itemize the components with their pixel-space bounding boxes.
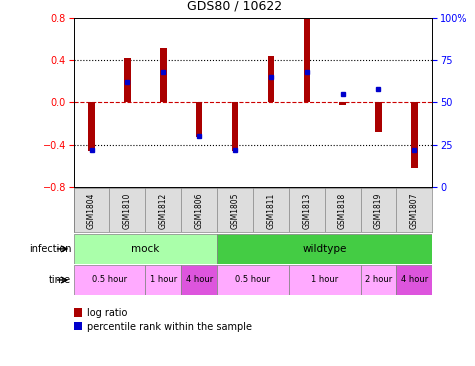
- Text: GSM1813: GSM1813: [302, 192, 311, 229]
- Bar: [267, 56, 274, 102]
- Bar: [397, 265, 432, 295]
- Text: 2 hour: 2 hour: [365, 276, 392, 284]
- Text: GSM1818: GSM1818: [338, 192, 347, 229]
- Text: log ratio: log ratio: [87, 308, 127, 318]
- Bar: [181, 265, 217, 295]
- Text: 4 hour: 4 hour: [186, 276, 213, 284]
- Text: time: time: [49, 275, 71, 285]
- Bar: [217, 265, 289, 295]
- Text: 1 hour: 1 hour: [150, 276, 177, 284]
- Bar: [361, 265, 397, 295]
- Text: GSM1806: GSM1806: [195, 192, 204, 229]
- Bar: [160, 48, 167, 102]
- Bar: [375, 102, 382, 132]
- Text: GSM1810: GSM1810: [123, 192, 132, 229]
- Text: GSM1819: GSM1819: [374, 192, 383, 229]
- Text: GSM1804: GSM1804: [87, 192, 96, 229]
- Bar: [339, 102, 346, 105]
- Bar: [88, 102, 95, 151]
- Text: 4 hour: 4 hour: [401, 276, 428, 284]
- Bar: [74, 265, 145, 295]
- Bar: [232, 102, 238, 151]
- Bar: [289, 265, 361, 295]
- Bar: [304, 19, 310, 102]
- Text: GSM1811: GSM1811: [266, 192, 276, 229]
- Text: infection: infection: [29, 244, 71, 254]
- Bar: [145, 265, 181, 295]
- Text: GSM1805: GSM1805: [230, 192, 239, 229]
- Text: wildtype: wildtype: [303, 244, 347, 254]
- Text: 0.5 hour: 0.5 hour: [92, 276, 127, 284]
- Text: mock: mock: [131, 244, 160, 254]
- Text: GSM1807: GSM1807: [410, 192, 419, 229]
- Text: GSM1812: GSM1812: [159, 192, 168, 229]
- Bar: [196, 102, 202, 137]
- Bar: [217, 234, 432, 264]
- Text: GDS80 / 10622: GDS80 / 10622: [188, 0, 283, 13]
- Text: percentile rank within the sample: percentile rank within the sample: [87, 322, 252, 332]
- Bar: [124, 58, 131, 102]
- Bar: [411, 102, 418, 168]
- Text: 1 hour: 1 hour: [311, 276, 338, 284]
- Text: 0.5 hour: 0.5 hour: [236, 276, 270, 284]
- Bar: [74, 234, 217, 264]
